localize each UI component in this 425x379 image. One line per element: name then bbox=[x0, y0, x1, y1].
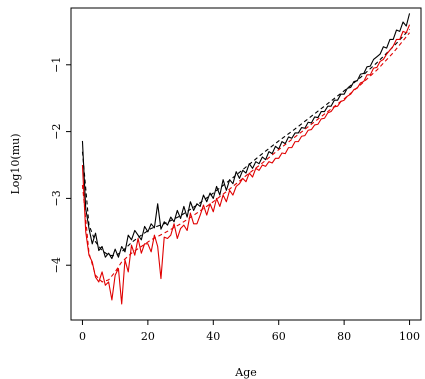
x-tick-label: 60 bbox=[272, 330, 286, 343]
y-tick-label: −4 bbox=[50, 257, 63, 273]
x-axis: 0 20 40 60 80 100 bbox=[79, 319, 420, 343]
y-tick-label: −1 bbox=[50, 57, 63, 73]
x-tick-label: 100 bbox=[399, 330, 420, 343]
y-axis: −4 −3 −2 −1 bbox=[50, 57, 72, 273]
y-tick-label: −3 bbox=[50, 190, 63, 206]
series-line-1 bbox=[81, 13, 411, 260]
x-tick-label: 80 bbox=[337, 330, 351, 343]
series-line-2 bbox=[81, 29, 410, 257]
series-layer bbox=[81, 13, 411, 305]
series-line-4 bbox=[81, 32, 410, 283]
series-line-3 bbox=[81, 24, 411, 305]
x-tick-label: 20 bbox=[141, 330, 155, 343]
y-axis-title: Log10(mu) bbox=[9, 133, 22, 194]
x-tick-label: 40 bbox=[206, 330, 220, 343]
x-tick-label: 0 bbox=[79, 330, 86, 343]
x-axis-title: Age bbox=[234, 366, 257, 379]
y-tick-label: −2 bbox=[50, 123, 63, 139]
